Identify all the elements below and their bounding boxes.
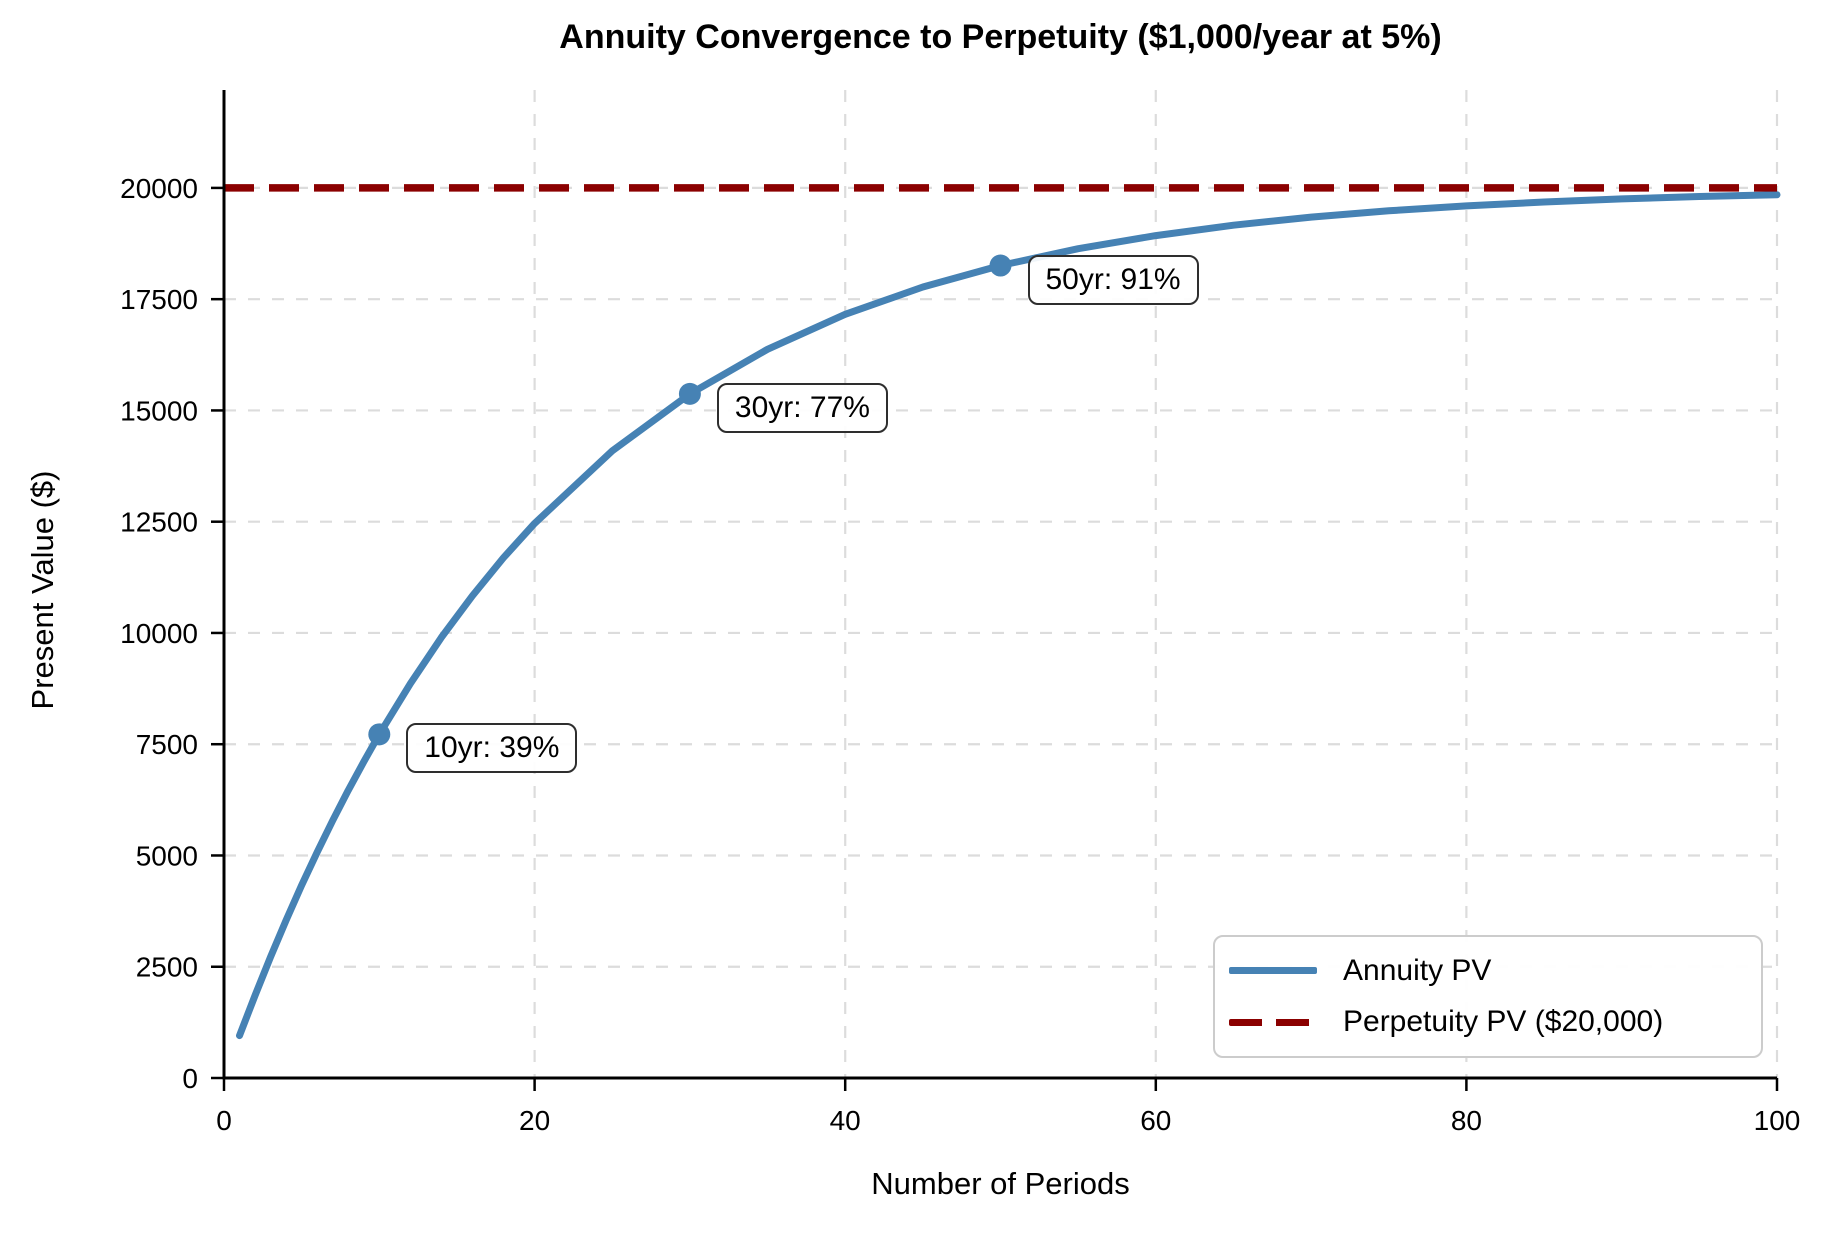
marker-point-50yr bbox=[989, 254, 1012, 277]
annuity-pv-curve bbox=[236, 191, 1781, 1040]
y-tick-label-12500: 12500 bbox=[120, 507, 198, 538]
y-tick-label-2500: 2500 bbox=[136, 952, 198, 983]
x-tick-label-80: 80 bbox=[1451, 1105, 1482, 1136]
y-tick-label-17500: 17500 bbox=[120, 284, 198, 315]
annotation-30yr: 30yr: 77% bbox=[716, 382, 888, 433]
x-tick-label-100: 100 bbox=[1754, 1105, 1801, 1136]
marker-point-30yr bbox=[678, 382, 701, 405]
y-tick-label-0: 0 bbox=[182, 1063, 198, 1094]
x-tick-label-40: 40 bbox=[830, 1105, 861, 1136]
y-tick-label-7500: 7500 bbox=[136, 729, 198, 760]
marker-point-10yr bbox=[368, 723, 391, 746]
y-tick-label-5000: 5000 bbox=[136, 840, 198, 871]
annotation-10yr: 10yr: 39% bbox=[406, 723, 578, 774]
chart-title: Annuity Convergence to Perpetuity ($1,00… bbox=[559, 18, 1442, 56]
legend-item-perpetuity: Perpetuity PV ($20,000) bbox=[1229, 1005, 1747, 1039]
y-tick-label-10000: 10000 bbox=[120, 618, 198, 649]
annuity-line-swatch-icon bbox=[1229, 967, 1317, 975]
y-axis-label: Present Value ($) bbox=[25, 470, 60, 710]
legend: Annuity PV Perpetuity PV ($20,000) bbox=[1213, 935, 1763, 1058]
y-tick-label-15000: 15000 bbox=[120, 395, 198, 426]
x-tick-label-60: 60 bbox=[1140, 1105, 1171, 1136]
legend-item-annuity: Annuity PV bbox=[1229, 954, 1747, 988]
x-tick-label-20: 20 bbox=[519, 1105, 550, 1136]
perpetuity-dash-swatch-icon bbox=[1229, 1018, 1317, 1026]
y-tick-label-20000: 20000 bbox=[120, 173, 198, 204]
legend-label-perpetuity: Perpetuity PV ($20,000) bbox=[1343, 1005, 1664, 1039]
annotation-50yr: 50yr: 91% bbox=[1027, 254, 1199, 305]
x-axis-label: Number of Periods bbox=[871, 1166, 1130, 1201]
x-tick-label-0: 0 bbox=[216, 1105, 232, 1136]
legend-label-annuity: Annuity PV bbox=[1343, 953, 1492, 987]
